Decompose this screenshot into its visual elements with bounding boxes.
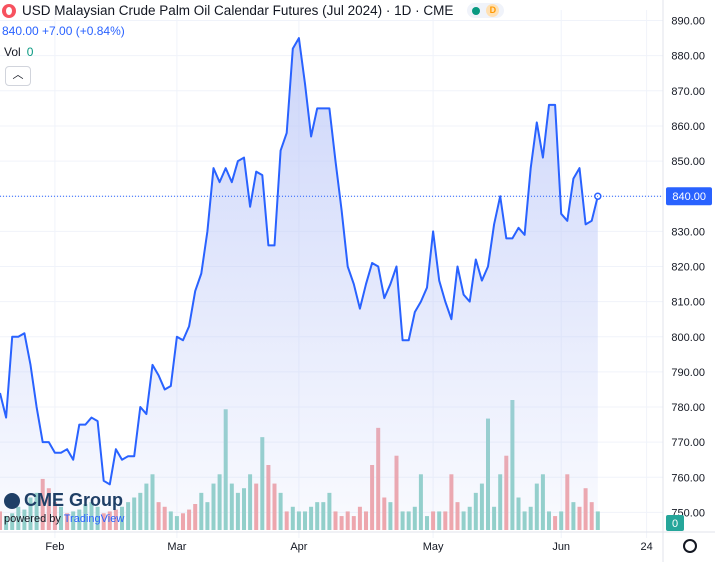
last-quote: 840.00 +7.00 (+0.84%): [2, 24, 125, 38]
tradingview-brand: TradingView: [63, 513, 125, 525]
volume-axis-label-bg: [666, 515, 684, 531]
market-open-icon: [472, 6, 481, 15]
y-tick-label: 770.00: [671, 437, 705, 449]
y-tick-label: 830.00: [671, 226, 705, 238]
market-status[interactable]: D: [467, 3, 505, 18]
y-tick-label: 780.00: [671, 402, 705, 414]
y-tick-label: 790.00: [671, 367, 705, 379]
y-tick-label: 800.00: [671, 332, 705, 344]
gear-icon[interactable]: [683, 539, 697, 553]
y-tick-label: 820.00: [671, 261, 705, 273]
x-tick-label: 24: [640, 541, 652, 553]
volume-label: Vol: [4, 45, 21, 59]
powered-by: powered by TradingView: [4, 513, 124, 525]
x-tick-label: Jun: [552, 541, 570, 553]
chevron-up-icon: ︿: [12, 69, 24, 81]
x-tick-label: Apr: [290, 541, 307, 553]
collapse-legend-button[interactable]: ︿: [5, 66, 31, 86]
volume-value: 0: [26, 45, 34, 59]
volume-legend[interactable]: Vol 0: [4, 45, 33, 59]
y-tick-label: 890.00: [671, 16, 705, 28]
symbol-header[interactable]: USD Malaysian Crude Palm Oil Calendar Fu…: [2, 3, 505, 18]
price-series-line: [0, 37, 599, 486]
x-tick-label: May: [423, 541, 444, 553]
price-area-fill: [0, 38, 598, 531]
y-tick-label: 880.00: [671, 51, 705, 63]
cme-logo: CME Group: [4, 490, 124, 511]
last-price-label: 840.00: [672, 191, 706, 203]
delayed-badge: D: [486, 4, 500, 17]
last-price-label-bg: [666, 187, 712, 206]
y-tick-label: 860.00: [671, 121, 705, 133]
x-tick-label: Mar: [167, 541, 186, 553]
powered-by-prefix: powered by: [4, 513, 61, 525]
cme-tradingview-watermark: CME Group powered by TradingView: [4, 490, 124, 525]
symbol-logo-icon: [2, 3, 16, 18]
x-tick-label: Feb: [45, 541, 64, 553]
y-tick-label: 870.00: [671, 86, 705, 98]
cme-brand-name: CME Group: [24, 490, 123, 510]
y-tick-label: 760.00: [671, 472, 705, 484]
volume-axis-label: 0: [672, 518, 678, 530]
cme-globe-icon: [4, 492, 20, 509]
symbol-title: USD Malaysian Crude Palm Oil Calendar Fu…: [22, 3, 454, 18]
y-tick-label: 810.00: [671, 297, 705, 309]
y-tick-label: 850.00: [671, 156, 705, 168]
